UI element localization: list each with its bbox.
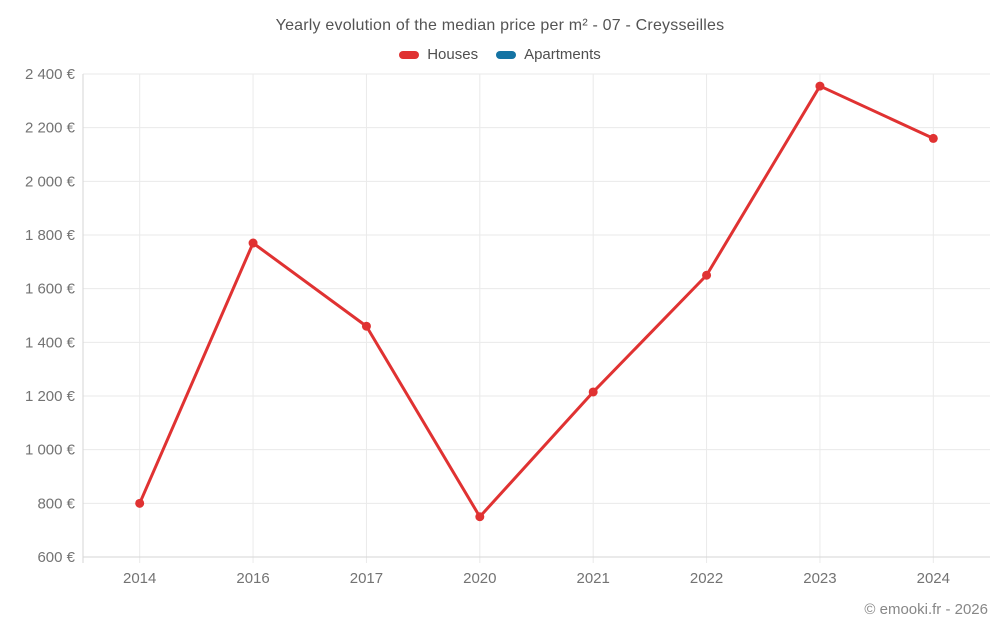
houses-data-point-2014[interactable] [135, 498, 145, 508]
y-tick-label: 1 200 € [25, 388, 76, 405]
x-tick-label-2022: 2022 [690, 570, 723, 587]
legend-item-houses[interactable]: Houses [399, 46, 478, 63]
y-tick-label: 1 000 € [25, 442, 76, 459]
y-tick-label: 2 400 € [25, 66, 76, 83]
x-tick-label-2020: 2020 [463, 570, 496, 587]
x-tick-label-2016: 2016 [236, 570, 269, 587]
y-tick-label: 800 € [37, 495, 75, 512]
legend-label-apartments: Apartments [524, 46, 601, 63]
y-tick-label: 1 800 € [25, 227, 76, 244]
x-tick-label-2024: 2024 [917, 570, 950, 587]
y-tick-label: 600 € [37, 549, 75, 566]
houses-data-point-2024[interactable] [928, 133, 938, 143]
houses-data-point-2017[interactable] [361, 321, 371, 331]
houses-data-point-2021[interactable] [588, 387, 598, 397]
legend-item-apartments[interactable]: Apartments [496, 46, 601, 63]
x-tick-label-2014: 2014 [123, 570, 156, 587]
x-tick-label-2017: 2017 [350, 570, 383, 587]
legend-label-houses: Houses [427, 46, 479, 63]
y-tick-label: 2 000 € [25, 173, 76, 190]
legend: Houses Apartments [0, 46, 1000, 63]
houses-series-line [138, 84, 935, 519]
houses-data-point-2022[interactable] [702, 270, 712, 280]
houses-data-point-2016[interactable] [248, 238, 258, 248]
y-tick-label: 1 600 € [25, 281, 76, 298]
houses-series-swatch-icon [399, 50, 420, 59]
apartments-series-swatch-icon [496, 50, 517, 59]
x-tick-label-2021: 2021 [577, 570, 610, 587]
copyright-text: © emooki.fr - 2026 [864, 601, 988, 618]
houses-data-point-2020[interactable] [475, 512, 485, 522]
y-tick-label: 2 200 € [25, 120, 76, 137]
houses-data-point-2023[interactable] [815, 81, 825, 91]
y-tick-label: 1 400 € [25, 334, 76, 351]
chart-title: Yearly evolution of the median price per… [275, 17, 725, 34]
x-tick-label-2023: 2023 [803, 570, 836, 587]
